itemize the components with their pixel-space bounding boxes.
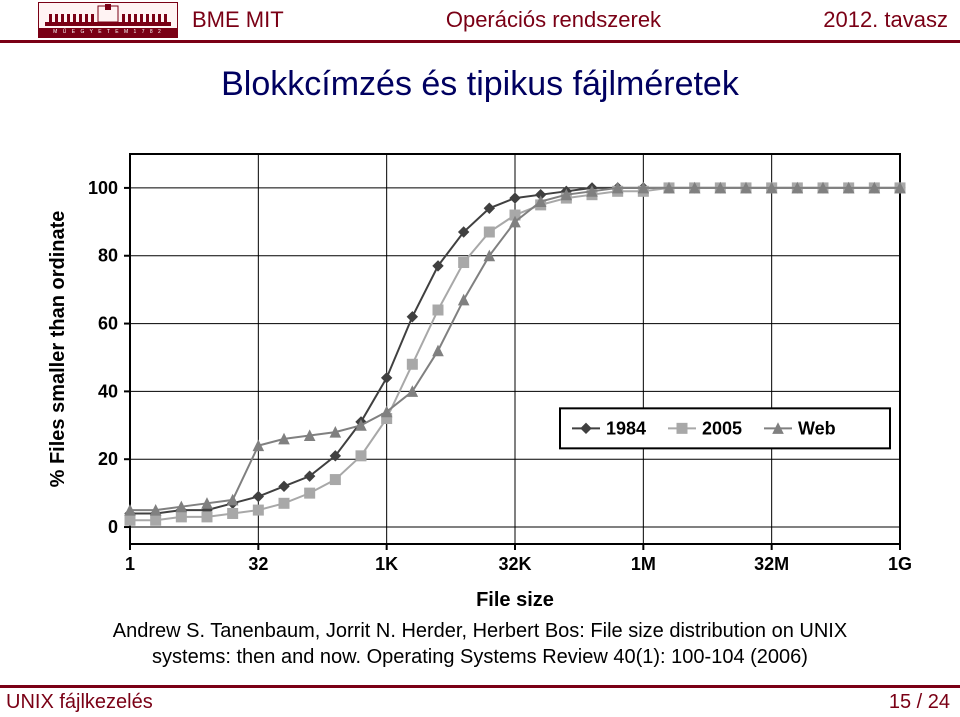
footer-bar: UNIX fájlkezelés 15 / 24 <box>0 685 960 717</box>
header-right-text: 2012. tavasz <box>823 7 948 33</box>
svg-text:60: 60 <box>98 314 118 334</box>
svg-text:32M: 32M <box>754 554 789 574</box>
logo-building-icon <box>39 3 177 28</box>
citation: Andrew S. Tanenbaum, Jorrit N. Herder, H… <box>0 618 960 670</box>
header-left-group: M Ű E G Y E T E M 1 7 8 2 BME MIT <box>0 2 284 38</box>
svg-text:40: 40 <box>98 381 118 401</box>
bme-logo: M Ű E G Y E T E M 1 7 8 2 <box>38 2 178 38</box>
chart: 0 20 40 60 80 100 1 32 1K 32K 1M 32M 1G File size % Fi… <box>40 134 920 614</box>
svg-text:1984: 1984 <box>606 418 646 438</box>
header-center-text: Operációs rendszerek <box>446 7 661 33</box>
footer-right: 15 / 24 <box>889 691 950 714</box>
svg-text:100: 100 <box>88 178 118 198</box>
svg-text:2005: 2005 <box>702 418 742 438</box>
svg-text:1: 1 <box>125 554 135 574</box>
svg-text:32: 32 <box>248 554 268 574</box>
svg-text:1G: 1G <box>888 554 912 574</box>
svg-text:Web: Web <box>798 418 836 438</box>
svg-text:20: 20 <box>98 449 118 469</box>
slide-title: Blokkcímzés és tipikus fájlméretek <box>0 65 960 104</box>
footer-left: UNIX fájlkezelés <box>6 691 153 714</box>
svg-text:1M: 1M <box>631 554 656 574</box>
svg-text:80: 80 <box>98 246 118 266</box>
svg-text:32K: 32K <box>498 554 531 574</box>
svg-text:0: 0 <box>108 517 118 537</box>
logo-subtext: M Ű E G Y E T E M 1 7 8 2 <box>39 28 177 37</box>
header-bar: M Ű E G Y E T E M 1 7 8 2 BME MIT Operác… <box>0 0 960 43</box>
svg-text:% Files smaller than ordinate: % Files smaller than ordinate <box>47 211 69 488</box>
svg-text:1K: 1K <box>375 554 398 574</box>
svg-text:File size: File size <box>476 589 554 611</box>
header-left-text: BME MIT <box>192 7 284 33</box>
